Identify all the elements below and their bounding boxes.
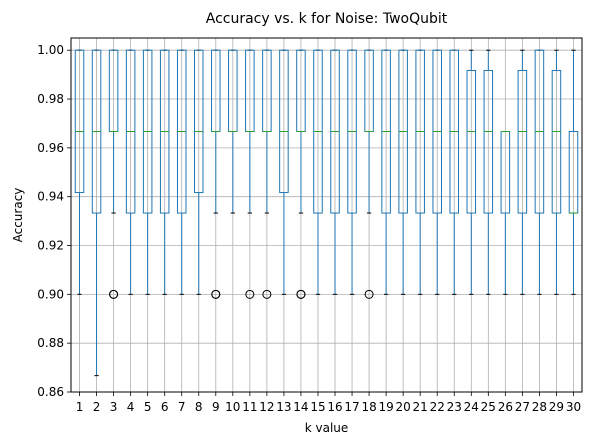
x-tick-label: 6 bbox=[161, 400, 169, 414]
outlier-point bbox=[211, 289, 221, 299]
x-tick-label: 26 bbox=[498, 400, 513, 414]
x-tick-label: 25 bbox=[481, 400, 496, 414]
x-tick-label: 10 bbox=[225, 400, 240, 414]
box-k-20 bbox=[398, 49, 408, 295]
outlier-point bbox=[262, 289, 272, 299]
x-tick-label: 7 bbox=[178, 400, 186, 414]
x-tick-label: 27 bbox=[515, 400, 530, 414]
iqr-box bbox=[279, 49, 289, 194]
x-tick-label: 9 bbox=[212, 400, 220, 414]
box-k-23 bbox=[449, 49, 460, 295]
plot-area bbox=[71, 38, 582, 392]
box-k-16 bbox=[330, 49, 340, 295]
y-axis-label: Accuracy bbox=[11, 188, 25, 243]
box-k-17 bbox=[347, 49, 357, 295]
iqr-box bbox=[483, 69, 494, 214]
x-tick-label: 28 bbox=[532, 400, 547, 414]
box-k-5 bbox=[142, 49, 153, 295]
box-k-9 bbox=[211, 49, 221, 299]
x-tick-label: 2 bbox=[93, 400, 101, 414]
outlier-point bbox=[109, 289, 119, 299]
y-tick-label: 0.98 bbox=[37, 92, 64, 106]
x-tick-label: 16 bbox=[327, 400, 342, 414]
boxes bbox=[74, 49, 579, 377]
box-k-22 bbox=[432, 49, 442, 295]
x-tick-label: 3 bbox=[110, 400, 118, 414]
iqr-box bbox=[466, 69, 477, 214]
box-k-21 bbox=[415, 49, 425, 295]
outlier-point bbox=[364, 289, 374, 299]
box-k-14 bbox=[296, 49, 306, 299]
x-tick-label: 29 bbox=[549, 400, 564, 414]
box-k-3 bbox=[108, 49, 119, 299]
iqr-box bbox=[193, 49, 204, 194]
grid bbox=[71, 38, 582, 393]
x-tick-label: 15 bbox=[310, 400, 325, 414]
y-tick-label: 0.96 bbox=[37, 141, 64, 155]
box-k-7 bbox=[176, 49, 187, 295]
box-k-29 bbox=[551, 49, 562, 295]
x-tick-label: 17 bbox=[344, 400, 359, 414]
x-tick-label: 11 bbox=[242, 400, 257, 414]
box-k-6 bbox=[159, 49, 170, 295]
y-tick-label: 0.88 bbox=[37, 336, 64, 350]
x-tick-label: 4 bbox=[127, 400, 135, 414]
y-tick-label: 0.94 bbox=[37, 190, 64, 204]
iqr-box bbox=[551, 69, 562, 214]
y-tick-label: 0.86 bbox=[37, 385, 64, 399]
x-tick-label: 21 bbox=[413, 400, 428, 414]
box-k-8 bbox=[193, 49, 204, 295]
plot-frame bbox=[70, 37, 583, 393]
box-k-15 bbox=[313, 49, 323, 295]
box-k-26 bbox=[500, 131, 511, 295]
y-tick-label: 0.92 bbox=[37, 239, 64, 253]
box-k-25 bbox=[483, 49, 494, 295]
x-axis-label: k value bbox=[305, 421, 349, 435]
box-k-27 bbox=[517, 49, 528, 295]
x-tick-label: 24 bbox=[464, 400, 479, 414]
x-tick-label: 1 bbox=[76, 400, 84, 414]
x-tick-label: 22 bbox=[430, 400, 445, 414]
box-k-1 bbox=[74, 49, 85, 295]
ticks: 0.860.880.900.920.940.960.981.001 2 3 4 5 6 7 8… bbox=[37, 43, 581, 414]
box-k-4 bbox=[125, 49, 136, 295]
box-k-12 bbox=[262, 49, 272, 299]
x-tick-label: 8 bbox=[195, 400, 203, 414]
box-k-24 bbox=[466, 49, 477, 295]
x-tick-label: 19 bbox=[378, 400, 393, 414]
x-tick-label: 13 bbox=[276, 400, 291, 414]
chart-title: Accuracy vs. k for Noise: TwoQubit bbox=[206, 11, 448, 27]
outlier-point bbox=[296, 289, 306, 299]
outlier-point bbox=[245, 289, 255, 299]
x-tick-label: 18 bbox=[361, 400, 376, 414]
box-k-10 bbox=[228, 49, 238, 214]
box-k-11 bbox=[245, 49, 255, 299]
x-tick-label: 20 bbox=[396, 400, 411, 414]
x-tick-label: 30 bbox=[566, 400, 581, 414]
box-k-18 bbox=[364, 49, 374, 299]
iqr-box bbox=[517, 69, 528, 214]
box-k-28 bbox=[534, 49, 545, 295]
box-k-13 bbox=[279, 49, 289, 295]
x-tick-label: 5 bbox=[144, 400, 152, 414]
x-tick-label: 12 bbox=[259, 400, 274, 414]
box-k-19 bbox=[381, 49, 391, 295]
box-k-2 bbox=[91, 49, 102, 377]
x-tick-label: 23 bbox=[447, 400, 462, 414]
box-k-30 bbox=[568, 49, 579, 295]
y-tick-label: 1.00 bbox=[37, 43, 64, 57]
y-tick-label: 0.90 bbox=[37, 287, 64, 301]
iqr-box bbox=[74, 49, 85, 194]
x-tick-label: 14 bbox=[293, 400, 308, 414]
